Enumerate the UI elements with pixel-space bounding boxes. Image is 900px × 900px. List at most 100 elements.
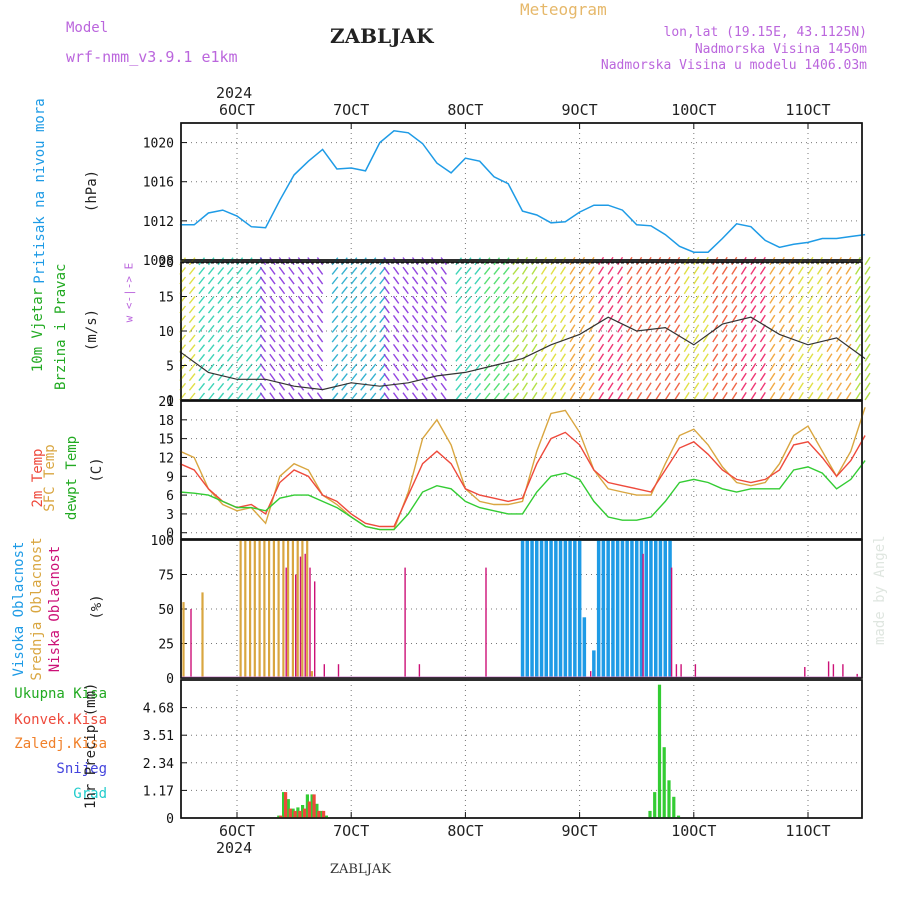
wind-barb — [245, 315, 253, 324]
high-cloud-bar — [663, 540, 667, 678]
wind-barb — [797, 353, 804, 362]
wind-barb — [259, 314, 267, 324]
wind-barb — [721, 266, 728, 275]
wind-barb — [383, 324, 390, 333]
wind-barb — [588, 353, 595, 362]
wind-barb — [835, 372, 842, 382]
wind-barb — [674, 295, 681, 304]
wind-barb — [198, 286, 206, 295]
wind-barb — [421, 286, 428, 295]
wind-barb — [188, 324, 196, 333]
wind-barb — [383, 257, 390, 266]
wind-barb — [579, 285, 586, 295]
wind-barb — [316, 305, 324, 314]
precip-panel-border — [180, 679, 863, 819]
wind-barb — [236, 334, 244, 343]
wind-barb — [807, 305, 814, 314]
wind-barb — [331, 344, 339, 353]
wind-barb — [626, 295, 633, 304]
wind-barb — [493, 392, 501, 401]
wind-barb — [788, 276, 795, 285]
wind-barb — [759, 392, 766, 401]
wind-barb — [259, 295, 267, 304]
wind-barb — [531, 266, 538, 275]
wind-barb — [588, 334, 595, 343]
wind-barb — [626, 285, 633, 295]
wind-barb — [269, 392, 276, 401]
high-cloud-bar — [644, 540, 648, 678]
wind-barb — [350, 324, 358, 333]
high-cloud-bar — [535, 540, 539, 678]
wind-barb — [259, 392, 267, 401]
wind-barb — [826, 353, 833, 362]
wind-barb — [217, 363, 225, 372]
wind-barb — [636, 285, 643, 295]
wind-barb — [712, 372, 719, 382]
wind-barb — [655, 314, 662, 324]
wind-barb — [778, 285, 785, 295]
wind-barb — [559, 276, 566, 285]
wind-barb — [411, 372, 419, 382]
high-cloud-bar — [654, 540, 658, 678]
wind-barb — [245, 353, 253, 362]
high-cloud-bar — [539, 540, 544, 678]
wind-barb — [617, 324, 624, 333]
wind-barb — [750, 392, 757, 401]
wind-barb — [431, 363, 438, 372]
wind-barb — [693, 372, 700, 382]
wind-barb — [569, 266, 576, 275]
wind-barb — [493, 315, 501, 324]
wind-barb — [807, 276, 814, 285]
wind-barb — [778, 314, 785, 324]
cloud-panel-border — [180, 539, 863, 679]
wind-barb — [512, 373, 520, 382]
wind-barb — [655, 353, 662, 362]
wind-barb — [392, 266, 400, 275]
wind-barb — [636, 372, 643, 382]
wind-barb — [331, 266, 339, 275]
precip-y-tick-label: 2.34 — [143, 757, 174, 772]
wind-barb — [474, 286, 482, 295]
high-cloud-bar — [525, 540, 529, 678]
wind-barb — [655, 334, 662, 343]
high-cloud-bar — [630, 540, 634, 678]
wind-barb — [702, 305, 709, 314]
wind-barb — [807, 392, 814, 401]
wind-barb — [521, 305, 528, 314]
wind-barb — [712, 295, 719, 304]
wind-barb — [188, 276, 196, 285]
wind-barb — [683, 295, 690, 304]
wind-barb — [474, 392, 482, 401]
wind-barb — [198, 276, 206, 285]
wind-barb — [750, 343, 757, 353]
wind-barb — [712, 382, 719, 391]
wind-barb — [664, 353, 671, 362]
mid-cloud-bar — [272, 540, 275, 678]
wind-barb — [383, 392, 390, 401]
x-tick-label-bottom: 6OCT — [219, 822, 255, 840]
wind-barb — [198, 334, 206, 343]
low-cloud-bar — [680, 664, 682, 678]
low-cloud-bar — [842, 664, 844, 678]
wind-barb — [297, 392, 305, 401]
conv-precip-bar — [307, 801, 311, 818]
wind-barb — [307, 334, 314, 343]
wind-barb — [307, 382, 314, 391]
wind-barb — [712, 305, 719, 314]
wind-barb — [559, 305, 566, 314]
wind-barb — [236, 305, 244, 314]
wind-barb — [474, 266, 482, 275]
wind-barb — [816, 392, 823, 401]
wind-barb — [440, 257, 447, 266]
wind-barb — [645, 353, 652, 362]
x-tick-label-bottom: 9OCT — [562, 822, 598, 840]
wind-barb — [360, 373, 367, 382]
wind-barb — [341, 392, 348, 401]
wind-barb — [569, 295, 576, 304]
wind-barb — [307, 324, 314, 333]
wind-barb — [440, 363, 447, 372]
wind-barb — [392, 305, 400, 314]
low-cloud-bar — [418, 664, 421, 678]
wind-barb — [217, 334, 225, 343]
wind-barb — [207, 276, 215, 285]
